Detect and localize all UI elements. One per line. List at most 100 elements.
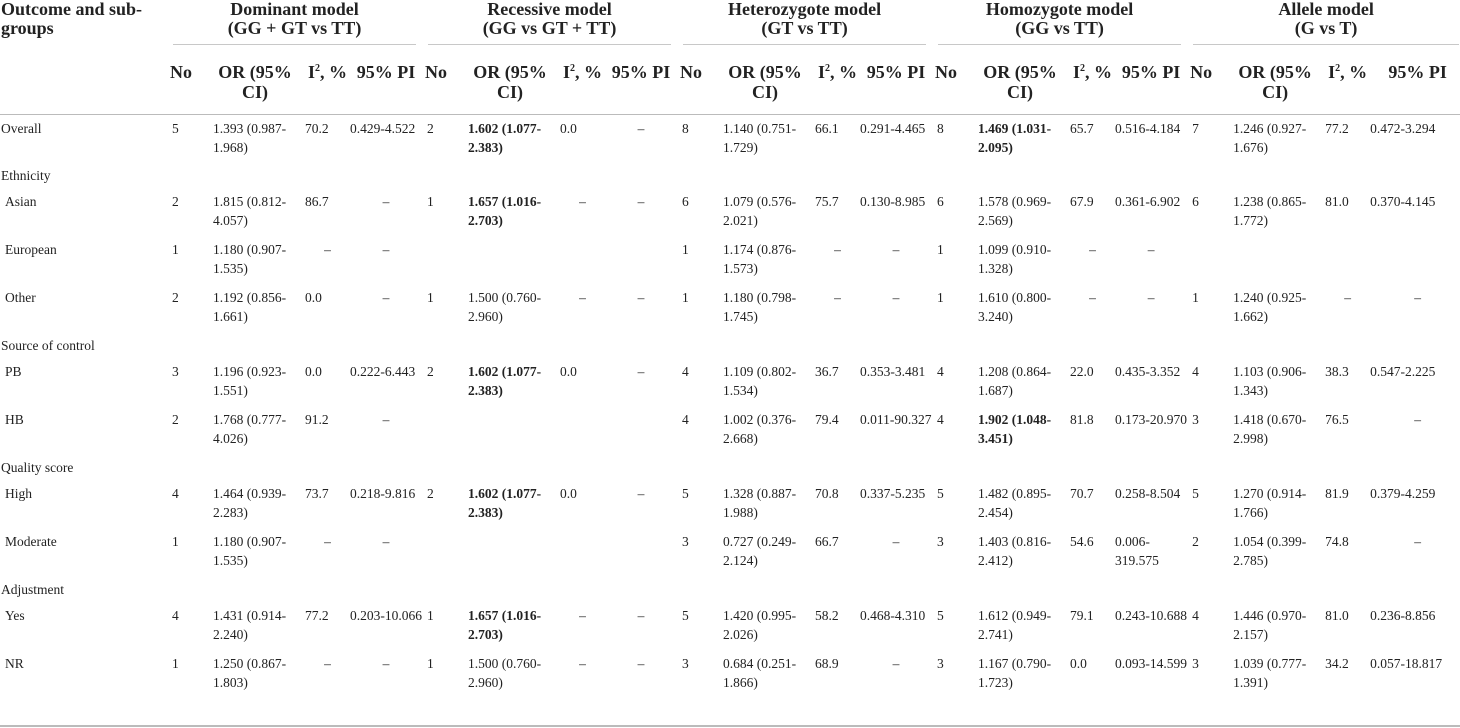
cell-pi: –: [382, 412, 390, 427]
outcome-header: Outcome and sub-groups: [1, 0, 143, 38]
cell-no: 7: [1187, 113, 1226, 162]
cell-i2: 54.6: [1070, 534, 1094, 549]
column-header-row: No OR (95% CI) I2, % 95% PI No OR (95% CI) I2,…: [0, 50, 1460, 115]
cell-i2: 68.9: [815, 656, 839, 671]
cell-no: 1: [172, 242, 179, 257]
cell-pi: 0.435-3.352: [1115, 364, 1181, 379]
cell-no: 5: [937, 608, 944, 623]
cell-i2: 79.4: [815, 412, 839, 427]
cell-i2: –: [579, 290, 586, 305]
row-label: PB: [5, 364, 22, 379]
cell-no: 4: [937, 412, 944, 427]
cell-i2: 74.8: [1325, 534, 1349, 549]
cell-or: 1.180 (0.907-1.535): [213, 242, 287, 276]
cell-pi: –: [637, 364, 645, 379]
cell-no: 1: [172, 656, 179, 671]
table-row: European 1 1.180 (0.907-1.535) – – 1 1.174 (0.…: [0, 236, 1460, 284]
cell-or: 1.174 (0.876-1.573): [723, 242, 797, 276]
cell-no: 5: [1192, 486, 1199, 501]
cell-or: 1.464 (0.939-2.283): [213, 486, 287, 520]
cell-or: 0.727 (0.249-2.124): [723, 534, 797, 568]
cell-or: 1.657 (1.016-2.703): [468, 194, 542, 228]
cell-i2: –: [834, 242, 841, 257]
model-header: Recessive model (GG vs GT + TT): [422, 0, 677, 50]
cell-or: 1.500 (0.760-2.960): [468, 290, 542, 324]
cell-or: 1.167 (0.790-1.723): [978, 656, 1052, 690]
cell-or: 1.403 (0.816-2.412): [978, 534, 1052, 568]
table-row: PB 3 1.196 (0.923-1.551) 0.0 0.222-6.443 2 1.6…: [0, 358, 1460, 406]
cell-pi: 0.516-4.184: [1115, 113, 1188, 162]
cell-pi: 0.236-8.856: [1370, 608, 1436, 623]
cell-or: 1.612 (0.949-2.741): [978, 608, 1052, 642]
cell-no: 1: [937, 290, 944, 305]
cell-pi: 0.361-6.902: [1115, 194, 1181, 209]
cell-i2: –: [1344, 290, 1351, 305]
cell-no: 5: [682, 608, 689, 623]
cell-no: [1187, 236, 1225, 284]
cell-i2: 66.7: [815, 534, 839, 549]
cell-pi: –: [382, 534, 390, 549]
cell-no: 4: [172, 486, 179, 501]
row-label: Moderate: [5, 534, 57, 549]
cell-i2: 36.7: [815, 364, 839, 379]
cell-or: 1.054 (0.399-2.785): [1233, 534, 1307, 568]
cell-or: 1.103 (0.906-1.343): [1233, 364, 1307, 398]
cell-pi: 0.370-4.145: [1370, 194, 1436, 209]
cell-i2: –: [579, 656, 586, 671]
cell-i2: –: [324, 534, 331, 549]
cell-i2: –: [579, 194, 586, 209]
cell-no: 3: [682, 656, 689, 671]
cell-pi: 0.057-18.817: [1370, 656, 1443, 671]
results-table: Outcome and sub-groups Dominant model (GG…: [0, 0, 1460, 690]
cell-pi: 0.379-4.259: [1370, 486, 1436, 501]
table-header: Outcome and sub-groups Dominant model (GG…: [0, 0, 1460, 115]
cell-i2: –: [834, 290, 841, 305]
cell-pi: –: [892, 534, 900, 549]
cell-i2: 66.1: [815, 113, 860, 162]
cell-i2: 70.8: [815, 486, 839, 501]
col-no-header: No: [1187, 50, 1226, 115]
col-or-header: OR (95% CI): [1225, 50, 1326, 115]
cell-i2: 67.9: [1070, 194, 1094, 209]
cell-no: 6: [937, 194, 944, 209]
cell-i2: 0.0: [305, 364, 322, 379]
cell-no: 8: [677, 113, 715, 162]
cell-or: 1.270 (0.914-1.766): [1233, 486, 1307, 520]
cell-i2: 0.0: [560, 113, 605, 162]
col-or-header: OR (95% CI): [460, 50, 560, 115]
cell-pi: –: [637, 290, 645, 305]
cell-pi: 0.006-319.575: [1115, 534, 1159, 568]
cell-pi: [605, 236, 677, 284]
cell-pi: 0.218-9.816: [350, 486, 416, 501]
table-row: Overall 5 1.393 (0.987-1.968) 70.2 0.429-4.5…: [0, 113, 1460, 162]
cell-pi: –: [1147, 242, 1155, 257]
cell-no: 1: [937, 242, 944, 257]
row-label: Overall: [0, 113, 167, 162]
cell-no: 8: [932, 113, 971, 162]
cell-pi: 0.130-8.985: [860, 194, 926, 209]
cell-or: 1.109 (0.802-1.534): [723, 364, 797, 398]
cell-no: 1: [427, 194, 434, 209]
row-label: Yes: [5, 608, 25, 623]
cell-pi: –: [1414, 534, 1421, 549]
cell-or: 1.002 (0.376-2.668): [723, 412, 797, 446]
col-i2-header: I2, %: [1070, 50, 1116, 115]
row-label: Other: [5, 290, 36, 305]
cell-or: [460, 236, 560, 284]
cell-no: 1: [1192, 290, 1199, 305]
table-row: Other 2 1.192 (0.856-1.661) 0.0 – 1 1.500 (0.7…: [0, 284, 1460, 332]
cell-i2: 0.0: [305, 290, 322, 305]
cell-or: 1.815 (0.812-4.057): [213, 194, 287, 228]
cell-i2: 81.8: [1070, 412, 1094, 427]
group-row: Source of control: [0, 332, 1460, 358]
cell-or: 1.192 (0.856-1.661): [213, 290, 287, 324]
cell-no: 2: [172, 412, 179, 427]
cell-or: 1.578 (0.969-2.569): [978, 194, 1052, 228]
cell-or: 1.238 (0.865-1.772): [1233, 194, 1307, 228]
cell-or: 1.418 (0.670-2.998): [1233, 412, 1307, 446]
cell-or: 1.079 (0.576-2.021): [723, 194, 797, 228]
cell-no: 2: [172, 290, 179, 305]
row-label: European: [5, 242, 57, 257]
cell-pi: 0.258-8.504: [1115, 486, 1181, 501]
cell-pi: –: [605, 113, 677, 162]
